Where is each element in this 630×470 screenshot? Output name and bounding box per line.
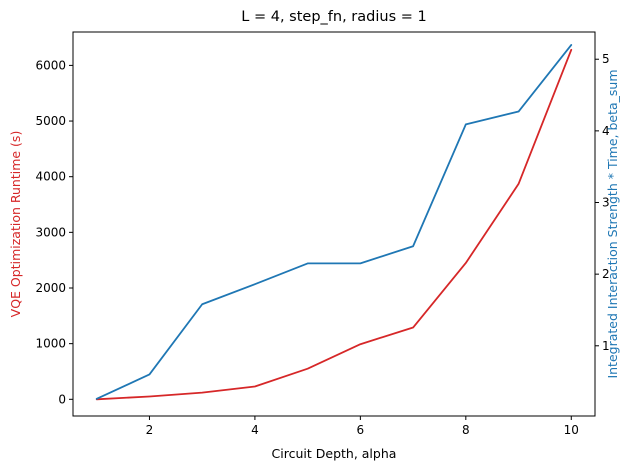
right-y-tick-label: 5: [602, 52, 610, 66]
left-y-tick-label: 3000: [35, 225, 66, 239]
x-tick-label: 2: [146, 423, 154, 437]
x-tick-label: 10: [564, 423, 579, 437]
left-y-axis-label: VQE Optimization Runtime (s): [8, 131, 23, 318]
x-axis-ticks: 2 4 6 8 10: [146, 416, 579, 437]
left-y-tick-label: 6000: [35, 58, 66, 72]
left-y-tick-label: 1000: [35, 337, 66, 351]
left-y-tick-label: 0: [58, 392, 66, 406]
left-y-tick-label: 4000: [35, 170, 66, 184]
beta-sum-series-line: [95, 44, 573, 400]
runtime-series-line: [95, 48, 573, 401]
left-y-tick-label: 5000: [35, 114, 66, 128]
plot-area: 2 4 6 8 10 0 1000 2000 3000 4000 5000 6000 1 2 3 4 5: [35, 31, 610, 437]
left-y-tick-label: 2000: [35, 281, 66, 295]
right-y-tick-label: 4: [602, 124, 610, 138]
right-y-tick-label: 2: [602, 267, 610, 281]
right-y-axis-ticks: 1 2 3 4 5: [595, 52, 610, 353]
right-y-tick-label: 3: [602, 196, 610, 210]
left-y-axis-ticks: 0 1000 2000 3000 4000 5000 6000: [35, 58, 73, 406]
right-y-axis-label: Integrated Interaction Strength * Time, …: [605, 69, 620, 378]
x-tick-label: 6: [357, 423, 365, 437]
series-layer: [95, 44, 573, 401]
x-axis-label: Circuit Depth, alpha: [272, 446, 397, 461]
chart-title: L = 4, step_fn, radius = 1: [241, 9, 426, 25]
x-tick-label: 8: [462, 423, 470, 437]
axes-frame: [72, 31, 596, 417]
x-tick-label: 4: [251, 423, 259, 437]
right-y-tick-label: 1: [602, 339, 610, 353]
